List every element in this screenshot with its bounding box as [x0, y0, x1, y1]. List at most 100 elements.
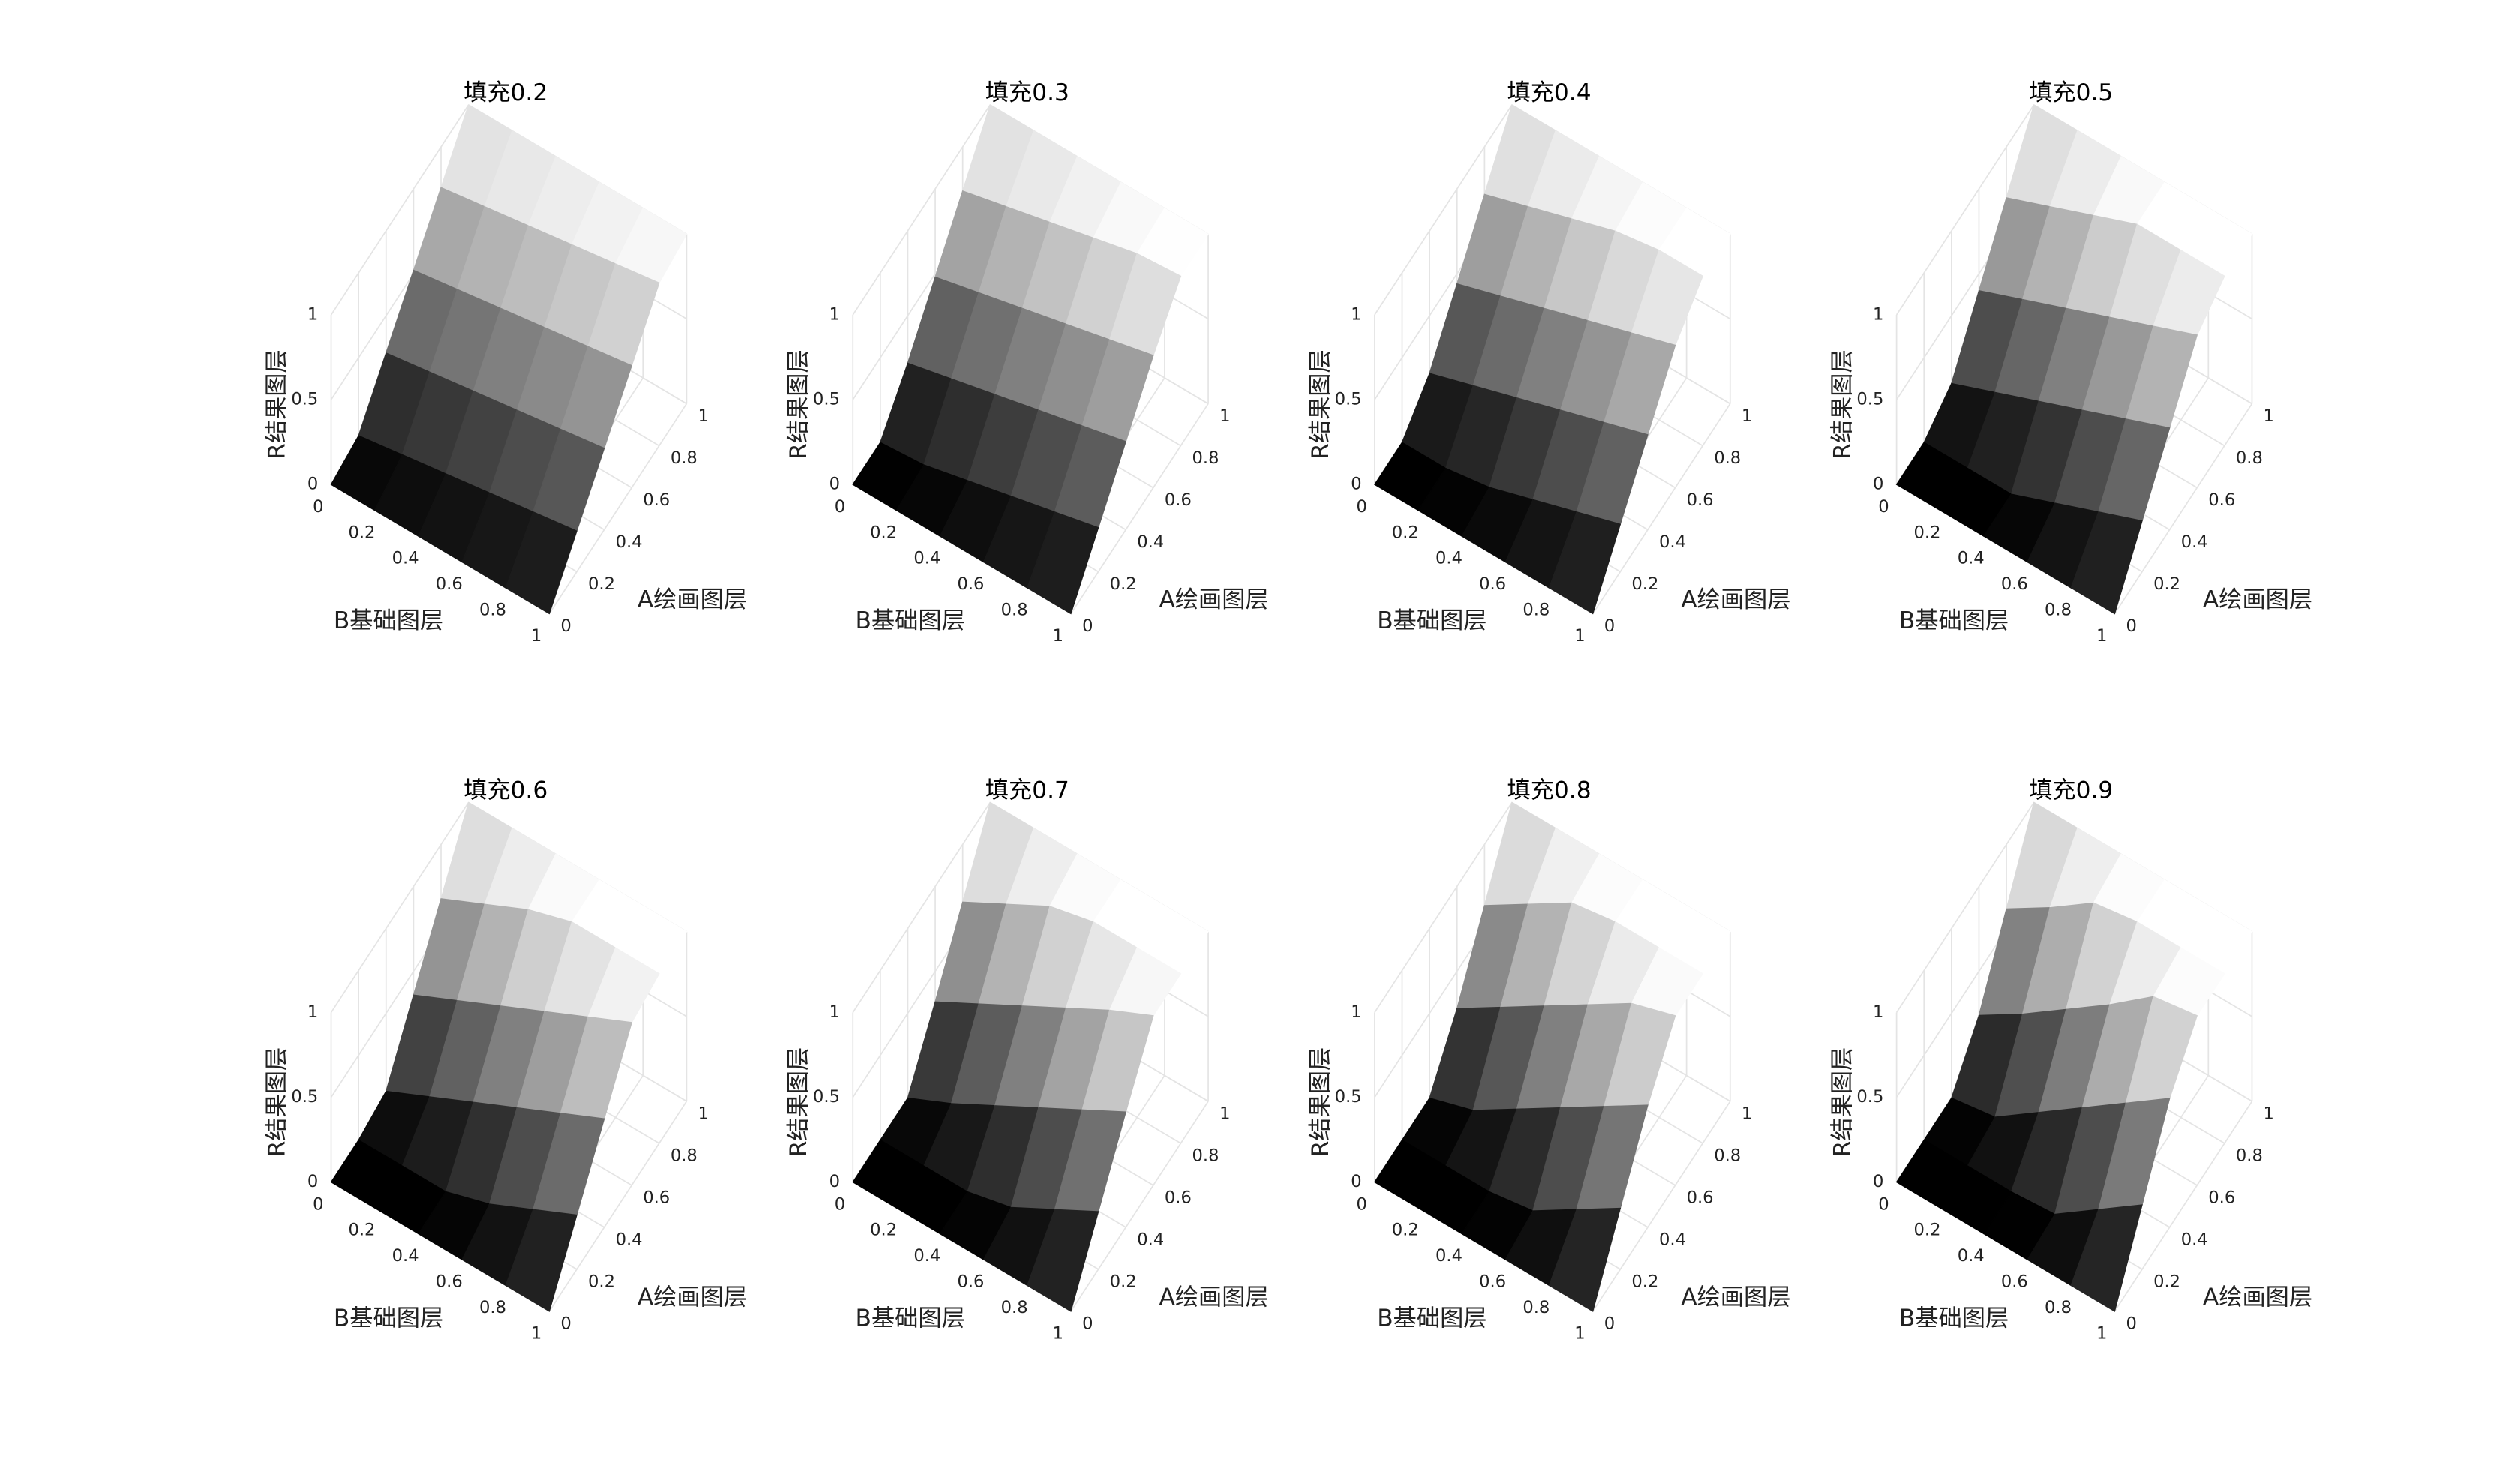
y-tick-label: 0 [1604, 616, 1615, 636]
chart-title: 填充0.4 [1507, 79, 1591, 106]
z-tick-label: 0 [308, 1172, 318, 1191]
y-tick-label: 0 [2126, 1314, 2136, 1334]
x-tick-label: 0.4 [1958, 1246, 1984, 1266]
x-tick-label: 0.8 [479, 1298, 506, 1317]
z-tick-label: 0 [1873, 475, 1883, 494]
surface-patch [1027, 1209, 1100, 1312]
y-tick-label: 0.4 [2181, 1230, 2208, 1250]
z-axis-label: R结果图层 [785, 349, 812, 460]
y-tick-label: 0 [1082, 616, 1093, 636]
y-tick-label: 0.2 [1110, 574, 1137, 594]
x-tick-label: 0.6 [436, 574, 463, 594]
z-tick-label: 0 [1351, 475, 1361, 494]
y-tick-label: 0 [2126, 616, 2136, 636]
z-tick-label: 0.5 [1856, 1087, 1883, 1107]
z-axis-label: R结果图层 [785, 1047, 812, 1158]
y-tick-label: 1 [1742, 406, 1752, 426]
x-tick-label: 0.8 [2044, 1298, 2072, 1317]
y-axis-label: A绘画图层 [638, 1284, 747, 1311]
y-tick-label: 0.4 [2181, 532, 2208, 552]
grid-line [330, 104, 470, 316]
y-tick-label: 0.8 [670, 1146, 698, 1166]
x-tick-label: 0.4 [1436, 1246, 1462, 1266]
y-tick-label: 0 [1082, 1314, 1093, 1334]
x-tick-label: 0 [1878, 497, 1888, 517]
y-tick-label: 0.8 [1714, 1146, 1741, 1166]
z-axis-label: R结果图层 [263, 349, 290, 460]
x-axis-label: B基础图层 [856, 1305, 965, 1332]
x-axis-label: B基础图层 [1899, 607, 2008, 634]
x-tick-label: 0 [1878, 1194, 1888, 1214]
x-tick-label: 0 [313, 1194, 323, 1214]
z-tick-label: 0.5 [813, 390, 840, 409]
x-axis-label: B基础图层 [1377, 1305, 1486, 1332]
z-axis-label: R结果图层 [1307, 1047, 1334, 1158]
y-tick-label: 0.8 [1714, 448, 1741, 468]
z-tick-label: 1 [308, 1002, 318, 1022]
y-tick-label: 0 [560, 616, 571, 636]
y-tick-label: 0.8 [670, 448, 698, 468]
surface-patch [1548, 1207, 1622, 1312]
x-axis-label: B基础图层 [334, 1305, 443, 1332]
z-tick-label: 0.5 [813, 1087, 840, 1107]
y-axis-label: A绘画图层 [1159, 586, 1268, 613]
x-tick-label: 0.2 [1392, 1221, 1419, 1240]
grid-line [1895, 801, 2035, 1013]
z-tick-label: 0 [308, 475, 318, 494]
z-axis-label: R结果图层 [1307, 349, 1334, 460]
grid-line [1592, 1101, 1731, 1312]
x-tick-label: 0 [1356, 1194, 1366, 1214]
x-tick-label: 0.4 [914, 1246, 940, 1266]
y-tick-label: 1 [1220, 406, 1230, 426]
grid-line [852, 104, 992, 316]
grid-line [1374, 104, 1513, 316]
chart-title: 填充0.6 [464, 777, 548, 804]
x-tick-label: 0.2 [870, 523, 897, 542]
x-axis-label: B基础图层 [334, 607, 443, 634]
x-tick-label: 1 [2096, 626, 2107, 646]
y-tick-label: 0.6 [643, 490, 670, 510]
y-tick-label: 0.8 [1192, 1146, 1220, 1166]
y-tick-label: 0.2 [2153, 1272, 2180, 1292]
z-tick-label: 0 [1351, 1172, 1361, 1191]
y-tick-label: 0.2 [1631, 574, 1658, 594]
y-tick-label: 0.6 [2208, 1188, 2235, 1208]
chart-title: 填充0.2 [464, 79, 548, 106]
y-tick-label: 0.6 [1165, 1188, 1192, 1208]
z-axis-label: R结果图层 [1829, 1047, 1856, 1158]
y-tick-label: 0.4 [1137, 532, 1164, 552]
x-tick-label: 0.6 [1479, 574, 1506, 594]
x-tick-label: 1 [1053, 1324, 1064, 1344]
y-tick-label: 1 [2264, 406, 2274, 426]
y-tick-label: 0.4 [616, 1230, 643, 1250]
z-tick-label: 1 [1351, 305, 1361, 325]
y-tick-label: 1 [2264, 1104, 2274, 1124]
x-tick-label: 0.8 [1001, 1298, 1028, 1317]
y-tick-label: 0.4 [616, 532, 643, 552]
x-tick-label: 1 [1574, 1324, 1585, 1344]
z-tick-label: 1 [308, 305, 318, 325]
y-tick-label: 0 [1604, 1314, 1615, 1334]
y-tick-label: 0.6 [2208, 490, 2235, 510]
z-tick-label: 0.5 [1335, 1087, 1362, 1107]
z-tick-label: 1 [1351, 1002, 1361, 1022]
surface-patch [1027, 511, 1100, 615]
y-tick-label: 0.6 [1687, 490, 1714, 510]
surface-patch [2070, 1204, 2143, 1312]
y-tick-label: 0.4 [1659, 532, 1686, 552]
y-tick-label: 0.4 [1137, 1230, 1164, 1250]
y-tick-label: 0.8 [2236, 448, 2263, 468]
chart-title: 填充0.9 [2029, 777, 2113, 804]
x-tick-label: 0.4 [1958, 549, 1984, 568]
x-tick-label: 0 [835, 1194, 845, 1214]
x-tick-label: 0.8 [1522, 1298, 1550, 1317]
x-tick-label: 0.6 [2001, 574, 2028, 594]
y-tick-label: 1 [1742, 1104, 1752, 1124]
y-tick-label: 0.8 [2236, 1146, 2263, 1166]
x-tick-label: 0.6 [1479, 1272, 1506, 1292]
x-tick-label: 0.4 [392, 1246, 419, 1266]
y-axis-label: A绘画图层 [2203, 586, 2312, 613]
x-tick-label: 0 [1356, 497, 1366, 517]
